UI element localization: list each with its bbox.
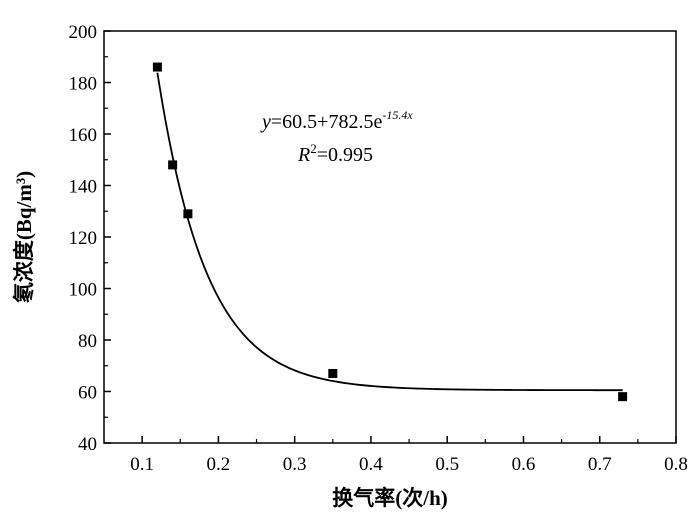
x-tick-label: 0.8 xyxy=(664,454,688,475)
y-axis: 40 60 80 100 120 140 160 180 200 xyxy=(69,22,111,455)
x-axis-title: 换气率(次/h) xyxy=(332,486,448,510)
x-tick-label: 0.7 xyxy=(588,454,612,475)
data-point xyxy=(152,62,162,72)
x-tick-label: 0.3 xyxy=(283,454,307,475)
data-points xyxy=(152,62,628,402)
y-tick-label: 60 xyxy=(78,383,97,404)
y-tick-label: 40 xyxy=(78,434,97,455)
data-point xyxy=(183,209,193,219)
y-tick-label: 120 xyxy=(69,228,98,249)
data-point xyxy=(328,368,338,378)
x-axis: 0.1 0.2 0.3 0.4 0.5 0.6 0.7 0.8 xyxy=(130,436,688,475)
y-tick-label: 80 xyxy=(78,331,97,352)
x-tick-label: 0.2 xyxy=(207,454,231,475)
fit-r-squared: R2=0.995 xyxy=(297,141,373,166)
plot-frame xyxy=(103,30,677,444)
fit-curve xyxy=(156,72,623,392)
x-tick-label: 0.4 xyxy=(359,454,383,475)
x-tick-label: 0.1 xyxy=(130,454,154,475)
data-point xyxy=(618,392,628,402)
y-axis-title: 氡浓度(Bq/m³) xyxy=(12,171,36,303)
y-tick-label: 140 xyxy=(69,177,98,198)
y-tick-label: 200 xyxy=(69,22,98,43)
x-tick-label: 0.5 xyxy=(435,454,459,475)
y-tick-label: 100 xyxy=(69,280,98,301)
data-point xyxy=(168,160,178,170)
y-tick-label: 180 xyxy=(69,74,98,95)
y-tick-label: 160 xyxy=(69,125,98,146)
fit-equation: y=60.5+782.5e-15.4x xyxy=(260,108,413,133)
x-tick-label: 0.6 xyxy=(512,454,536,475)
